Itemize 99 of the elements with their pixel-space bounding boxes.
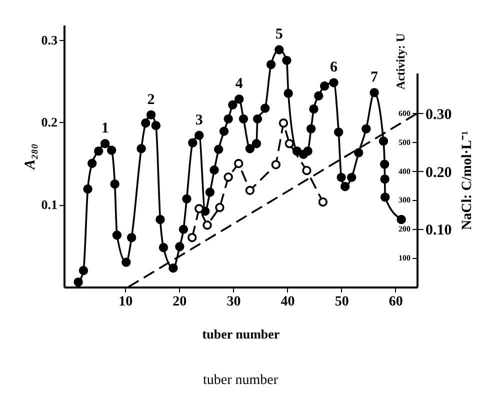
point bbox=[266, 60, 276, 70]
point bbox=[336, 172, 346, 182]
point bbox=[141, 118, 150, 128]
point bbox=[309, 104, 318, 114]
y2-axis-title: Activity: U bbox=[394, 33, 408, 90]
point bbox=[238, 114, 248, 124]
point bbox=[194, 130, 204, 140]
point bbox=[178, 224, 188, 234]
y2-tick-label: 500 bbox=[398, 138, 410, 147]
point bbox=[278, 118, 288, 128]
point bbox=[112, 230, 122, 240]
point bbox=[194, 204, 204, 214]
point bbox=[346, 172, 356, 182]
y3-tick-label: 0.20 bbox=[426, 164, 452, 181]
point bbox=[252, 139, 262, 148]
point bbox=[175, 242, 184, 252]
point bbox=[122, 258, 131, 267]
point bbox=[340, 182, 350, 192]
point bbox=[168, 263, 178, 273]
x-tick-label: 50 bbox=[334, 294, 349, 310]
point bbox=[378, 136, 388, 146]
x-axis-title: tuber number bbox=[202, 326, 280, 342]
point bbox=[151, 120, 161, 130]
point bbox=[158, 242, 168, 252]
point bbox=[245, 144, 255, 154]
annotation: 7 bbox=[370, 70, 379, 86]
annotation: 2 bbox=[147, 92, 155, 108]
point bbox=[106, 146, 116, 155]
point bbox=[136, 144, 146, 154]
annotation: 5 bbox=[275, 26, 283, 43]
point bbox=[274, 45, 284, 54]
point bbox=[271, 160, 281, 170]
y3-axis-title: NaCl: C/mol·L⁻¹ bbox=[460, 130, 475, 230]
point bbox=[260, 104, 270, 113]
x-tick-label: 20 bbox=[172, 294, 187, 310]
point bbox=[210, 165, 219, 175]
point bbox=[370, 88, 379, 98]
point bbox=[188, 232, 197, 242]
point bbox=[100, 139, 110, 148]
point bbox=[214, 144, 224, 154]
point bbox=[228, 100, 238, 110]
point bbox=[224, 172, 233, 182]
point bbox=[224, 114, 233, 124]
point bbox=[303, 146, 312, 156]
point bbox=[83, 184, 92, 194]
point bbox=[380, 174, 390, 184]
point bbox=[320, 81, 330, 91]
point bbox=[362, 124, 371, 134]
x-tick-label: 40 bbox=[280, 294, 295, 310]
point bbox=[284, 138, 294, 148]
point bbox=[94, 146, 104, 156]
point bbox=[182, 194, 192, 204]
point bbox=[306, 124, 316, 134]
point bbox=[318, 197, 328, 207]
point bbox=[314, 91, 324, 100]
point bbox=[354, 148, 364, 158]
point bbox=[188, 138, 198, 148]
annotation: 4 bbox=[235, 76, 244, 92]
point bbox=[252, 114, 262, 124]
y2-tick-label: 400 bbox=[398, 166, 410, 176]
point bbox=[146, 110, 156, 120]
point bbox=[202, 220, 212, 230]
point bbox=[245, 186, 255, 196]
point bbox=[282, 56, 292, 66]
x-tick-label: 60 bbox=[388, 294, 403, 310]
point bbox=[156, 214, 165, 224]
point bbox=[302, 166, 312, 176]
point bbox=[110, 179, 120, 189]
y-tick-label: 0.1 bbox=[41, 197, 58, 212]
point bbox=[334, 128, 344, 137]
y-tick-label: 0.3 bbox=[41, 32, 58, 48]
point bbox=[205, 188, 215, 197]
x-tick-label: 30 bbox=[226, 294, 241, 310]
text: tuber number bbox=[202, 373, 278, 388]
y2-tick-label: 300 bbox=[398, 196, 410, 205]
y3-tick-label: 0.10 bbox=[426, 222, 452, 239]
y-tick-label: 0.2 bbox=[41, 114, 58, 130]
point bbox=[74, 277, 83, 287]
point bbox=[126, 232, 136, 242]
annotation: 6 bbox=[330, 60, 338, 76]
point bbox=[380, 160, 390, 169]
point bbox=[88, 158, 97, 168]
point bbox=[329, 78, 338, 88]
point bbox=[234, 94, 244, 104]
y2-tick-label: 200 bbox=[398, 224, 410, 234]
point bbox=[78, 266, 88, 276]
point bbox=[215, 202, 224, 212]
y2-tick-label: 100 bbox=[398, 254, 410, 263]
point bbox=[219, 126, 229, 136]
y2-tick-label: 600 bbox=[398, 108, 410, 118]
point bbox=[396, 214, 406, 224]
annotation: 3 bbox=[195, 112, 203, 128]
annotation: 1 bbox=[101, 120, 109, 137]
point bbox=[380, 192, 390, 202]
y-axis-title: A₂₈₀ bbox=[22, 144, 38, 170]
x-tick-label: 10 bbox=[118, 294, 133, 310]
point bbox=[284, 88, 293, 98]
point bbox=[234, 158, 244, 168]
y3-tick-label: 0.30 bbox=[426, 106, 452, 123]
